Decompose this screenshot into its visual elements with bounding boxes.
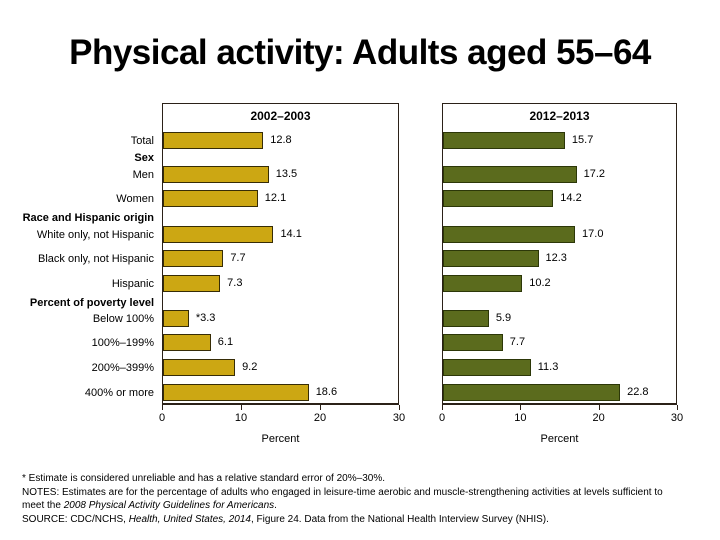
category-label: 200%–399%	[91, 362, 154, 374]
footnote-text-segment: meet the	[22, 500, 64, 512]
bar	[443, 275, 523, 292]
x-axis-tick-label: 10	[234, 412, 248, 424]
bar-value-label: 18.6	[315, 386, 338, 398]
x-axis-tick-label: 0	[438, 412, 446, 424]
footnote-line: SOURCE: CDC/NCHS, Health, United States,…	[22, 513, 714, 527]
bar	[443, 226, 576, 243]
bar	[163, 275, 221, 292]
bar-value-label: 15.7	[571, 134, 594, 146]
footnote-text-segment: * Estimate is considered unreliable and …	[22, 473, 385, 484]
bar-value-label: 10.2	[529, 277, 551, 289]
category-label: Below 100%	[92, 313, 154, 325]
x-axis-tick	[677, 405, 678, 410]
bar-value-label: 6.1	[217, 336, 234, 348]
bar	[163, 250, 224, 267]
x-axis-tick-label: 10	[514, 412, 527, 424]
bar	[163, 132, 264, 149]
bar-value-label: *3.3	[195, 312, 216, 324]
bar-value-label: 7.7	[509, 336, 526, 348]
bar	[163, 334, 211, 351]
bar	[443, 334, 503, 351]
x-axis-tick	[320, 405, 321, 410]
footnote-italic-segment: 2008 Physical Activity Guidelines for Am…	[63, 500, 275, 512]
bar	[443, 384, 621, 401]
category-group-label: Sex	[134, 152, 154, 164]
footnote-text-segment: NOTES: Estimates are for the percentage …	[22, 486, 663, 498]
category-group-label: Race and Hispanic origin	[22, 212, 154, 224]
bar-value-label: 13.5	[275, 168, 298, 180]
panel-title: 2012–2013	[529, 109, 590, 123]
bar-value-label: 17.2	[583, 168, 605, 180]
category-label: Women	[116, 193, 154, 205]
footnote-line: NOTES: Estimates are for the percentage …	[22, 486, 714, 500]
footnote-line: * Estimate is considered unreliable and …	[22, 472, 714, 486]
x-axis-tick	[520, 405, 522, 410]
footnote-line: meet the 2008 Physical Activity Guidelin…	[22, 499, 714, 513]
bar-value-label: 7.3	[227, 277, 243, 289]
x-axis-tick-label: 0	[158, 412, 166, 424]
x-axis-tick	[399, 405, 400, 410]
x-axis-tick-label: 20	[313, 412, 327, 424]
footnote-text-segment: SOURCE: CDC/NCHS,	[22, 513, 129, 525]
category-label: White only, not Hispanic	[36, 229, 154, 241]
bar	[163, 226, 274, 243]
bar	[163, 384, 309, 401]
x-axis-tick-label: 30	[670, 412, 684, 424]
category-group-label: Percent of poverty level	[29, 297, 154, 309]
x-axis-tick-label: 20	[592, 412, 605, 424]
x-axis-tick	[162, 405, 163, 410]
category-label: Hispanic	[111, 278, 154, 290]
chart-panel-2002-2003: 2002–2003 12.8 13.5 12.1 14.1 7.7 7.3 *3.3 6.1 9.…	[162, 103, 399, 405]
bar	[443, 310, 489, 327]
bar-value-label: 14.2	[560, 192, 582, 204]
bar-value-label: 9.2	[242, 361, 258, 373]
bar	[163, 359, 236, 376]
footnote-italic-segment: Health, United States, 2014	[128, 513, 251, 525]
category-label: Total	[130, 135, 154, 147]
bar-value-label: 12.3	[545, 252, 567, 264]
x-axis-tick-label: 30	[392, 412, 406, 424]
bar-value-label: 17.0	[582, 228, 604, 240]
panel-title: 2002–2003	[250, 109, 311, 123]
bar-value-label: 14.1	[280, 228, 302, 240]
chart-panel-2012-2013: 2012–2013 15.7 17.2 14.2 17.0 12.3 10.2 5.9 7.7 1…	[442, 103, 677, 405]
bar	[443, 359, 531, 376]
footnote-text-segment: .	[274, 500, 277, 512]
category-labels: Total Sex Men Women Race and Hispanic origin…	[0, 103, 158, 405]
x-axis-tick	[241, 405, 242, 410]
bar-value-label: 7.7	[230, 252, 246, 264]
bar	[443, 166, 577, 183]
x-axis-title: Percent	[261, 433, 300, 445]
category-label: Men	[132, 169, 154, 181]
x-axis-title: Percent	[540, 433, 579, 445]
bar-value-label: 22.8	[627, 386, 649, 398]
bar-value-label: 5.9	[495, 312, 512, 324]
category-label: 100%–199%	[91, 337, 154, 349]
slide-title: Physical activity: Adults aged 55–64	[69, 33, 651, 72]
bar	[163, 310, 189, 327]
bar	[443, 132, 565, 149]
bar	[163, 190, 258, 207]
bar	[443, 190, 554, 207]
category-label: 400% or more	[84, 387, 154, 399]
bar-value-label: 11.3	[537, 361, 559, 373]
x-axis-tick	[598, 405, 600, 410]
bar-value-label: 12.8	[270, 134, 292, 146]
bar	[443, 250, 539, 267]
x-axis-tick	[442, 405, 443, 410]
footnote-text-segment: , Figure 24. Data from the National Heal…	[251, 513, 549, 525]
category-label: Black only, not Hispanic	[38, 253, 154, 265]
footnotes: * Estimate is considered unreliable and …	[22, 472, 714, 526]
bar-value-label: 12.1	[264, 192, 287, 204]
bar	[163, 166, 269, 183]
